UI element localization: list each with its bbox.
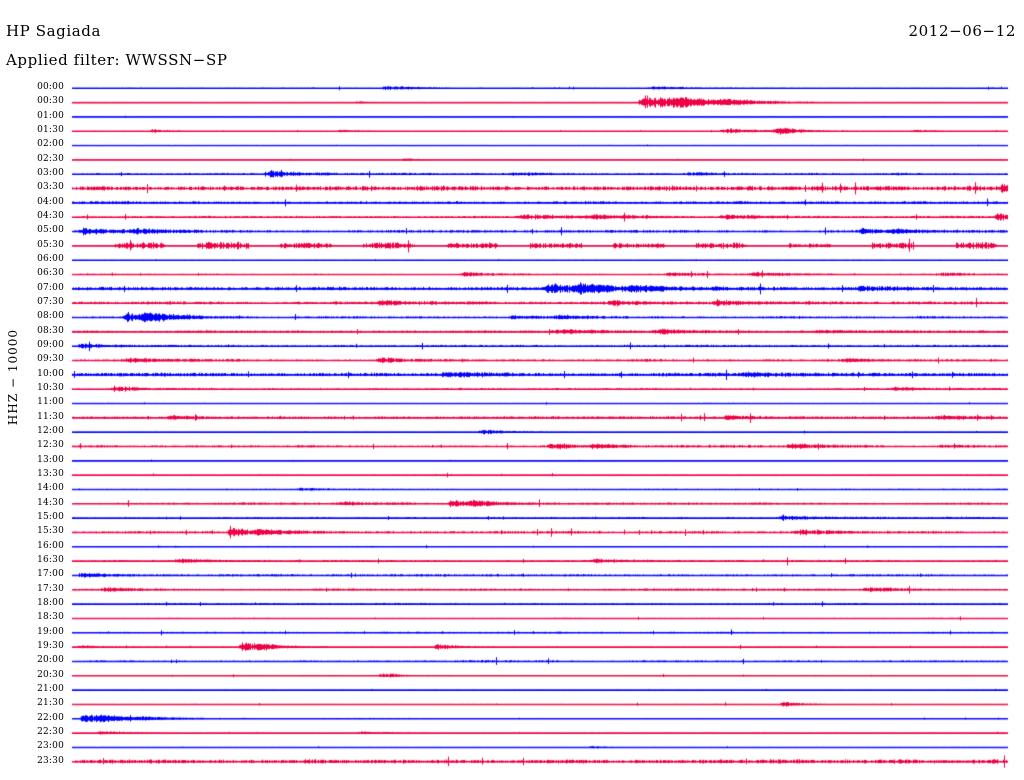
time-axis-label: 17:00 [37, 569, 64, 580]
time-axis-label: 16:00 [37, 540, 64, 551]
time-axis-label: 05:30 [37, 239, 64, 250]
time-axis-label: 19:00 [37, 626, 64, 637]
time-axis-label: 07:30 [37, 296, 64, 307]
time-axis-label: 05:00 [37, 225, 64, 236]
time-axis-label: 01:30 [37, 124, 64, 135]
time-axis-label: 06:00 [37, 253, 64, 264]
time-axis-label: 20:00 [37, 655, 64, 666]
time-axis-label: 16:30 [37, 554, 64, 565]
time-axis-label: 14:30 [37, 497, 64, 508]
time-axis-label: 13:00 [37, 454, 64, 465]
time-axis-label: 18:30 [37, 612, 64, 623]
time-axis-label: 01:00 [37, 110, 64, 121]
time-axis-label: 22:30 [37, 726, 64, 737]
time-axis-label: 04:00 [37, 196, 64, 207]
time-axis-label: 03:30 [37, 182, 64, 193]
time-axis-label: 09:30 [37, 354, 64, 365]
time-axis-label: 15:00 [37, 511, 64, 522]
time-axis-label: 12:30 [37, 440, 64, 451]
time-axis-label: 13:30 [37, 468, 64, 479]
time-axis-label: 02:30 [37, 153, 64, 164]
time-axis-label: 23:00 [37, 741, 64, 752]
time-axis-label: 00:00 [37, 82, 64, 92]
time-axis-label: 15:30 [37, 526, 64, 537]
time-axis-label: 17:30 [37, 583, 64, 594]
time-axis: 00:00 00:30 01:00 01:30 02:00 02:30 03:00 03:30… [0, 0, 70, 780]
time-axis-label: 18:00 [37, 597, 64, 608]
time-axis-label: 14:00 [37, 483, 64, 494]
time-axis-label: 19:30 [37, 640, 64, 651]
time-axis-label: 08:00 [37, 311, 64, 322]
time-axis-label: 00:30 [37, 96, 64, 107]
time-axis-label: 10:00 [37, 368, 64, 379]
time-axis-label: 09:00 [37, 339, 64, 350]
time-axis-label: 11:30 [37, 411, 64, 422]
time-axis-label: 06:30 [37, 268, 64, 279]
time-axis-label: 10:30 [37, 382, 64, 393]
time-axis-label: 22:00 [37, 712, 64, 723]
time-axis-label: 07:00 [37, 282, 64, 293]
time-axis-label: 12:00 [37, 425, 64, 436]
time-axis-label: 20:30 [37, 669, 64, 680]
time-axis-label: 21:30 [37, 698, 64, 709]
time-axis-label: 11:00 [37, 397, 64, 408]
time-axis-label: 04:30 [37, 210, 64, 221]
time-axis-label: 03:00 [37, 167, 64, 178]
time-axis-label: 23:30 [37, 755, 64, 766]
time-axis-label: 21:00 [37, 683, 64, 694]
time-axis-label: 08:30 [37, 325, 64, 336]
time-axis-label: 02:00 [37, 139, 64, 150]
